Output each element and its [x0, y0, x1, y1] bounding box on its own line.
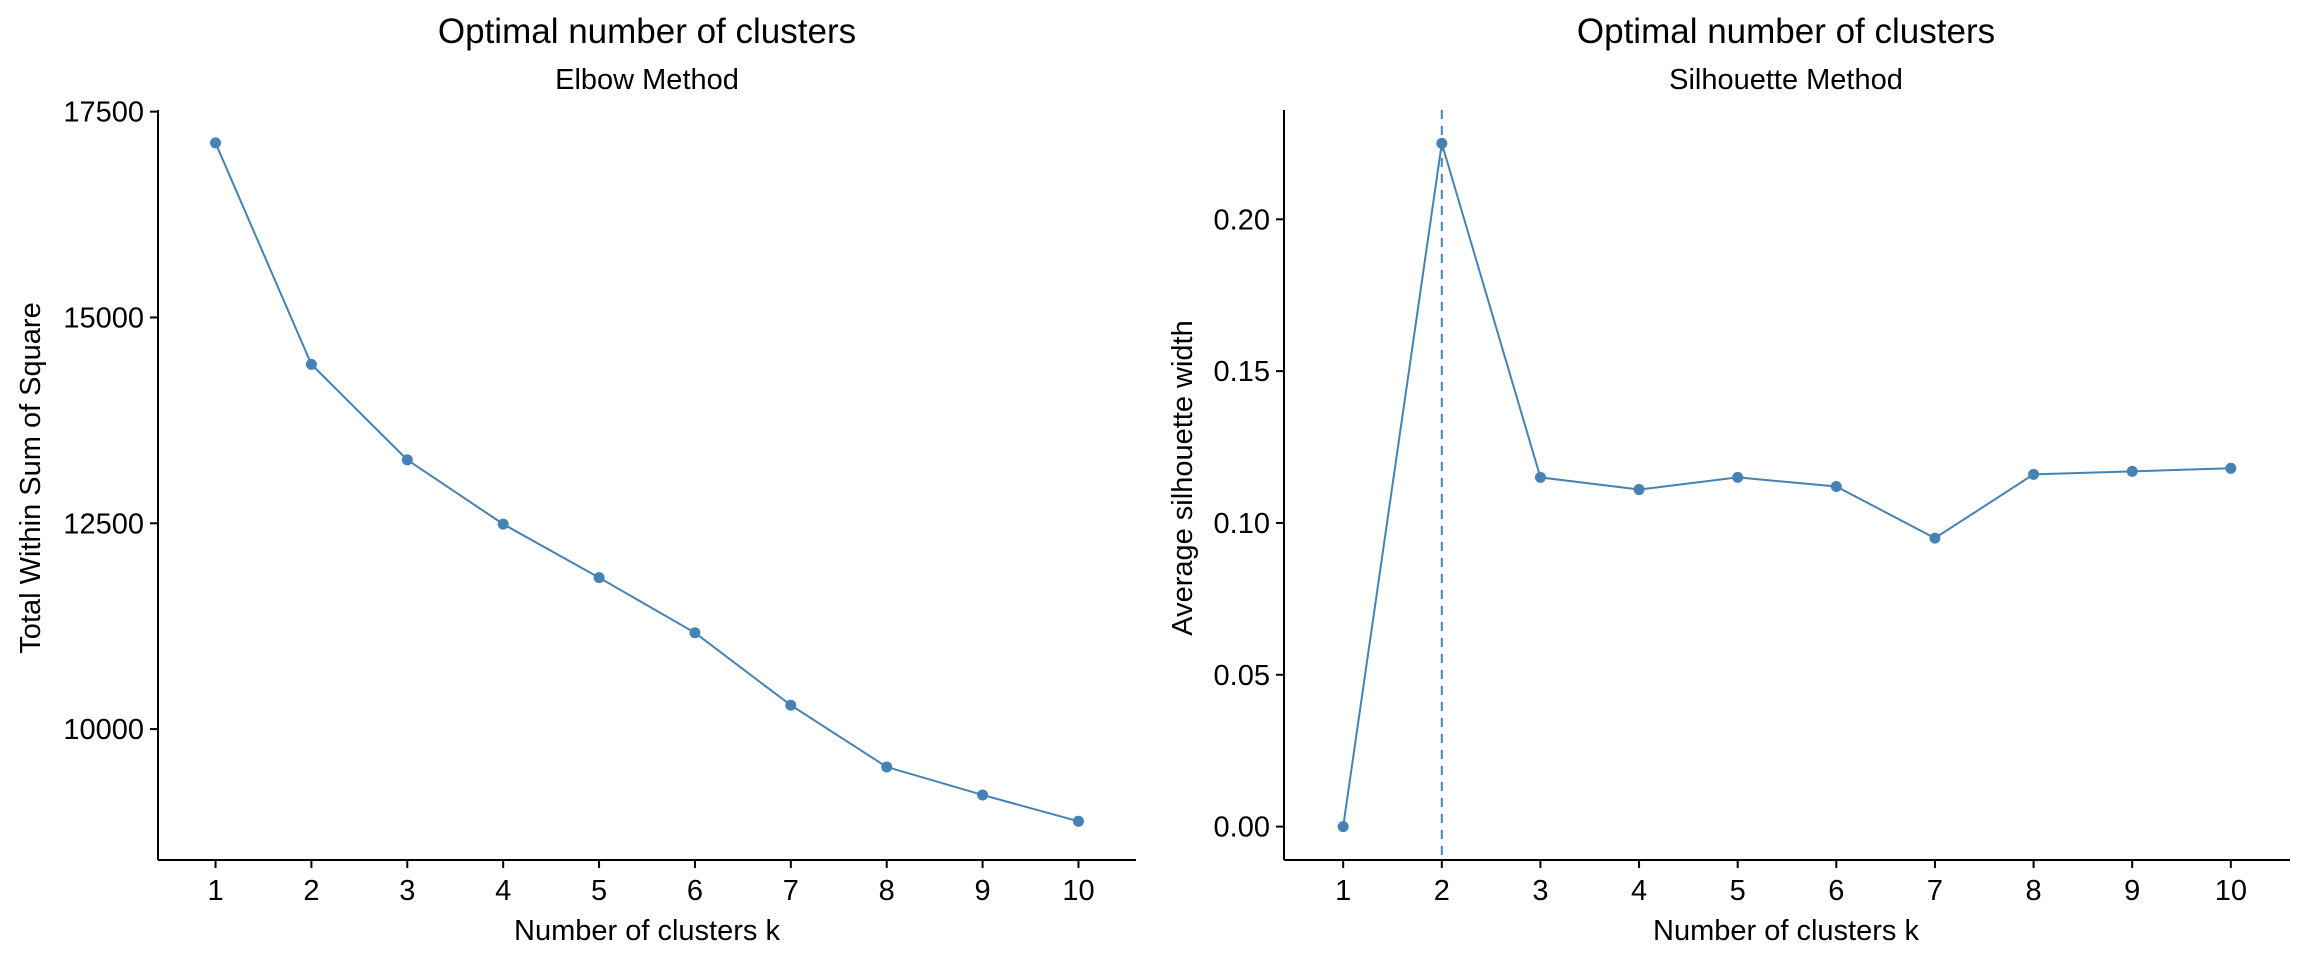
silhouette-data-point — [1830, 481, 1842, 493]
silhouette-data-point — [1534, 471, 1546, 483]
elbow-plot-area: 10000 12500 15000 17500 1 2 3 4 5 6 7 8 9 10 — [63, 97, 1136, 907]
silhouette-x-tick-label: 10 — [2215, 875, 2247, 907]
elbow-data-point — [593, 572, 605, 584]
silhouette-data-point — [1633, 484, 1645, 496]
elbow-data-point — [401, 454, 413, 466]
silhouette-x-tick-label: 7 — [1927, 875, 1943, 907]
elbow-data-point — [977, 789, 989, 801]
elbow-data-point — [689, 627, 701, 639]
elbow-x-tick-label: 4 — [495, 875, 511, 907]
silhouette-x-axis-title: Number of clusters k — [1653, 915, 1919, 947]
silhouette-x-tick-label: 5 — [1730, 875, 1746, 907]
elbow-chart-title: Optimal number of clusters — [438, 12, 856, 51]
silhouette-data-point — [2028, 468, 2040, 480]
silhouette-chart-title: Optimal number of clusters — [1577, 12, 1995, 51]
elbow-data-point — [785, 699, 797, 711]
elbow-x-axis-title: Number of clusters k — [514, 915, 780, 947]
elbow-data-point — [305, 358, 317, 370]
silhouette-data-point — [2225, 462, 2237, 474]
silhouette-x-tick-label: 1 — [1335, 875, 1351, 907]
elbow-x-tick-label: 8 — [879, 875, 895, 907]
silhouette-x-tick-label: 9 — [2124, 875, 2140, 907]
elbow-x-tick-label: 7 — [783, 875, 799, 907]
silhouette-chart-subtitle: Silhouette Method — [1669, 64, 1903, 96]
silhouette-series-line — [1342, 143, 2231, 827]
elbow-x-tick-label: 2 — [303, 875, 319, 907]
silhouette-data-point — [1929, 532, 1941, 544]
silhouette-x-tick-label: 6 — [1828, 875, 1844, 907]
silhouette-x-tick-label: 4 — [1631, 875, 1647, 907]
silhouette-y-tick-label: 0.05 — [1214, 660, 1270, 692]
silhouette-data-point — [1436, 137, 1448, 149]
elbow-y-axis-title: Total Within Sum of Square — [15, 302, 47, 653]
silhouette-x-tick-label: 3 — [1532, 875, 1548, 907]
elbow-data-point — [1072, 815, 1084, 827]
elbow-y-tick-label: 10000 — [63, 714, 144, 746]
silhouette-data-point — [2126, 465, 2138, 477]
elbow-x-tick-label: 10 — [1062, 875, 1094, 907]
silhouette-y-tick-label: 0.20 — [1214, 204, 1270, 236]
elbow-data-point — [210, 137, 222, 149]
silhouette-x-tick-label: 8 — [2025, 875, 2041, 907]
silhouette-data-point — [1337, 821, 1349, 833]
silhouette-chart-panel: Optimal number of clusters Silhouette Me… — [1167, 12, 2290, 947]
elbow-series-line — [214, 142, 1079, 823]
silhouette-y-tick-label: 0.10 — [1214, 508, 1270, 540]
elbow-x-tick-label: 9 — [975, 875, 991, 907]
silhouette-data-point — [1732, 471, 1744, 483]
elbow-y-tick-label: 17500 — [63, 97, 144, 129]
silhouette-y-tick-label: 0.00 — [1214, 812, 1270, 844]
elbow-chart-subtitle: Elbow Method — [555, 64, 739, 96]
silhouette-x-tick-label: 2 — [1434, 875, 1450, 907]
elbow-x-tick-label: 1 — [207, 875, 223, 907]
elbow-data-point — [881, 761, 893, 773]
elbow-x-tick-label: 3 — [399, 875, 415, 907]
elbow-y-tick-label: 15000 — [63, 302, 144, 334]
elbow-x-tick-label: 6 — [687, 875, 703, 907]
elbow-chart-panel: Optimal number of clusters Elbow Method … — [15, 12, 1136, 947]
elbow-y-tick-label: 12500 — [63, 508, 144, 540]
silhouette-y-axis-title: Average silhouette width — [1167, 320, 1199, 635]
elbow-data-point — [497, 518, 509, 530]
elbow-x-tick-label: 5 — [591, 875, 607, 907]
silhouette-y-tick-label: 0.15 — [1214, 356, 1270, 388]
silhouette-plot-area: 0.00 0.05 0.10 0.15 0.20 1 2 3 4 5 6 7 8 9 10 — [1214, 110, 2290, 907]
